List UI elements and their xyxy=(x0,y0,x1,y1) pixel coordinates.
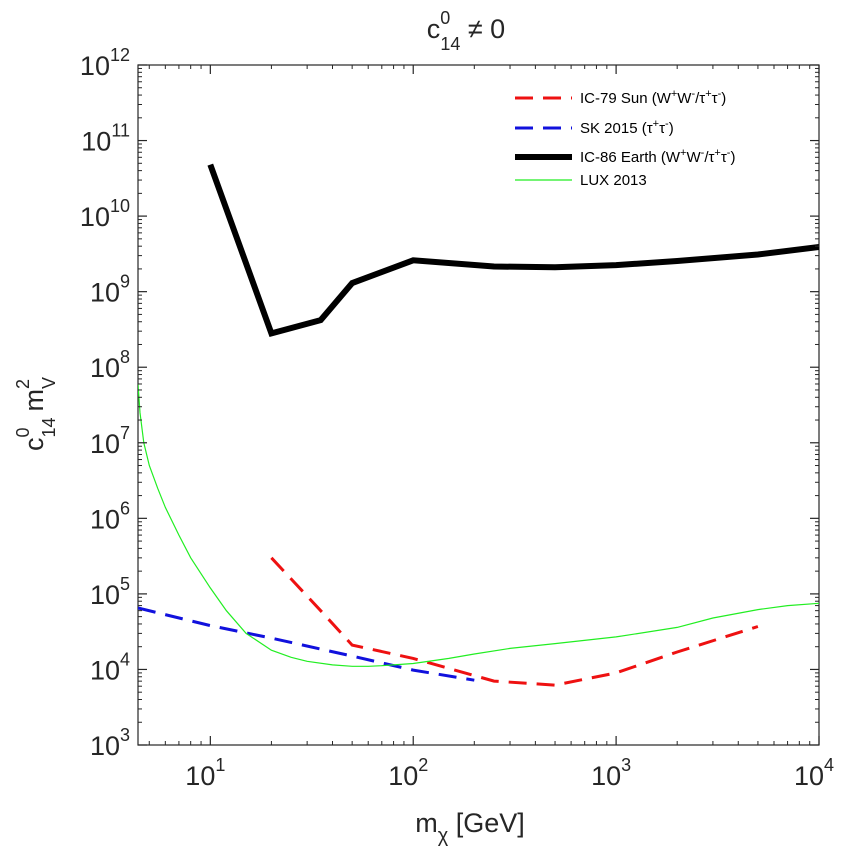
x-tick-label-2: 103 xyxy=(591,755,631,791)
series-line-1 xyxy=(138,606,475,682)
y-axis-label: c0 14m2 V xyxy=(13,377,59,451)
y-tick-label-0: 103 xyxy=(90,725,130,761)
y-tick-label-2: 105 xyxy=(90,574,130,610)
legend-label-0: IC-79 Sun (W+W-/τ+τ-) xyxy=(580,88,726,107)
legend-label-3: LUX 2013 xyxy=(580,172,647,189)
y-tick-label-9: 1012 xyxy=(80,45,130,81)
legend: IC-79 Sun (W+W-/τ+τ-) SK 2015 (τ+τ-) IC-86… xyxy=(515,88,735,189)
x-tick-label-0: 101 xyxy=(185,755,225,791)
y-tick-label-8: 1011 xyxy=(81,121,130,157)
legend-label-2: IC-86 Earth (W+W-/τ+τ-) xyxy=(580,147,735,166)
axis-ticks: 101 102 103 104 103 104 105 106 107 108 109 1010 101… xyxy=(80,45,834,791)
x-tick-label-3: 104 xyxy=(794,755,834,791)
plot-area xyxy=(137,64,820,746)
series-line-2 xyxy=(207,163,819,338)
title-sup: 0 xyxy=(440,8,450,28)
title-sub: 14 xyxy=(440,34,460,54)
y-tick-label-1: 104 xyxy=(90,649,130,685)
x-axis-label: mχ [GeV] xyxy=(415,808,525,847)
chart-title: c0 14 ≠ 0 xyxy=(427,8,505,54)
y-tick-label-6: 109 xyxy=(90,272,130,308)
minor-ticks xyxy=(138,65,819,745)
y-tick-label-5: 108 xyxy=(90,347,130,383)
series-line-3 xyxy=(138,383,819,667)
y-tick-label-4: 107 xyxy=(90,423,130,459)
axes-box xyxy=(137,64,820,746)
series-line-0 xyxy=(270,556,759,687)
x-tick-label-1: 102 xyxy=(388,755,428,791)
y-tick-label-3: 106 xyxy=(90,498,130,534)
y-tick-label-7: 1010 xyxy=(80,196,130,232)
legend-label-1: SK 2015 (τ+τ-) xyxy=(580,118,674,137)
